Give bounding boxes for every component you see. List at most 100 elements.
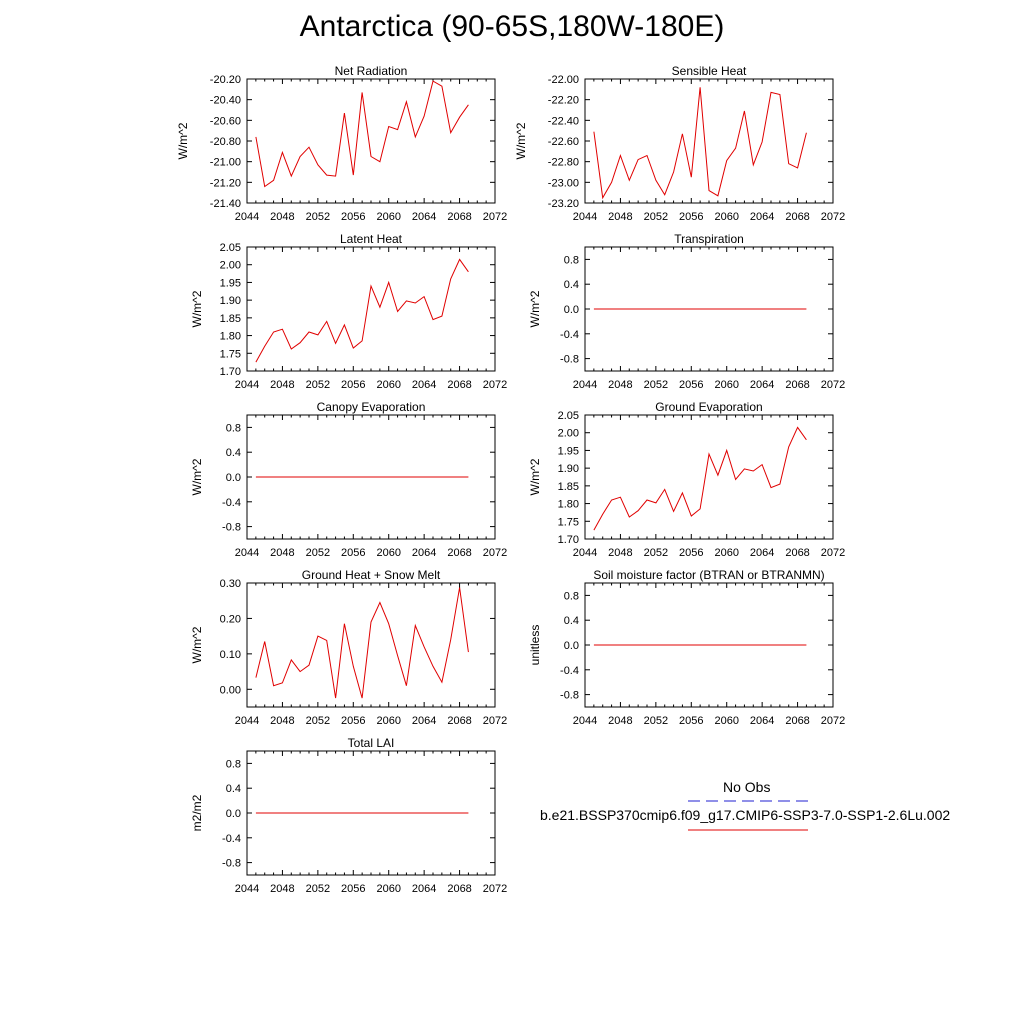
x-tick-label: 2052 — [644, 547, 668, 559]
y-tick-label: 0.4 — [226, 447, 241, 459]
panel-1: 2044 2048 2052 2056 2060 2064 2068 2072 -21.40 -2… — [176, 64, 507, 223]
y-tick-label: -21.40 — [210, 198, 241, 210]
y-axis-label: W/m^2 — [514, 122, 528, 159]
panel-9: 2044 2048 2052 2056 2060 2064 2068 2072 -0.8 -0.4… — [190, 736, 507, 895]
legend-case-label: b.e21.BSSP370cmip6.f09_g17.CMIP6-SSP3-7.… — [540, 807, 951, 823]
x-tick-label: 2060 — [376, 883, 400, 895]
y-tick-label: -22.00 — [548, 74, 579, 86]
x-tick-label: 2052 — [306, 211, 330, 223]
x-tick-label: 2072 — [821, 715, 845, 727]
y-tick-label: 0.0 — [226, 808, 241, 820]
x-tick-label: 2056 — [679, 547, 703, 559]
y-tick-label: 1.75 — [220, 348, 241, 360]
x-tick-label: 2044 — [235, 379, 259, 391]
x-tick-label: 2044 — [235, 715, 259, 727]
y-tick-label: -20.60 — [210, 115, 241, 127]
panel-6: 2044 2048 2052 2056 2060 2064 2068 2072 1.70 1.75… — [528, 400, 845, 559]
y-axis-label: W/m^2 — [528, 290, 542, 327]
panel-2: 2044 2048 2052 2056 2060 2064 2068 2072 -23.20 -2… — [514, 64, 845, 223]
x-tick-label: 2056 — [679, 379, 703, 391]
panel-title: Transpiration — [674, 232, 744, 246]
x-tick-label: 2072 — [483, 379, 507, 391]
y-tick-label: 0.0 — [564, 640, 579, 652]
x-tick-label: 2068 — [447, 883, 471, 895]
y-tick-label: 0.8 — [226, 422, 241, 434]
y-tick-label: 1.70 — [220, 366, 241, 378]
y-tick-label: 1.70 — [558, 534, 579, 546]
plot-frame — [246, 78, 496, 204]
panel-title: Soil moisture factor (BTRAN or BTRANMN) — [593, 568, 824, 582]
series-line — [255, 258, 469, 363]
plot-frame — [246, 582, 496, 708]
x-tick-label: 2072 — [821, 547, 845, 559]
x-tick-label: 2056 — [341, 547, 365, 559]
x-tick-label: 2060 — [714, 547, 738, 559]
y-tick-label: 0.8 — [564, 254, 579, 266]
x-tick-label: 2068 — [447, 547, 471, 559]
x-tick-label: 2052 — [644, 379, 668, 391]
x-tick-label: 2048 — [270, 211, 294, 223]
x-tick-label: 2052 — [306, 715, 330, 727]
x-tick-label: 2048 — [270, 715, 294, 727]
y-tick-label: -0.4 — [222, 833, 241, 845]
y-tick-label: 1.90 — [220, 295, 241, 307]
y-tick-label: 0.30 — [220, 578, 241, 590]
x-tick-label: 2056 — [341, 883, 365, 895]
y-axis-label: W/m^2 — [190, 458, 204, 495]
y-tick-label: 1.85 — [220, 313, 241, 325]
y-axis-label: W/m^2 — [190, 290, 204, 327]
y-tick-label: -0.8 — [560, 354, 579, 366]
x-tick-label: 2056 — [341, 379, 365, 391]
x-tick-label: 2064 — [750, 715, 774, 727]
x-tick-label: 2052 — [644, 211, 668, 223]
y-tick-label: -0.8 — [560, 690, 579, 702]
x-tick-label: 2052 — [644, 715, 668, 727]
panel-title: Net Radiation — [335, 64, 408, 78]
y-axis-label: unitless — [528, 625, 542, 666]
y-axis-label: W/m^2 — [176, 122, 190, 159]
y-tick-label: -23.00 — [548, 177, 579, 189]
plot-frame — [246, 246, 496, 372]
x-tick-label: 2044 — [235, 547, 259, 559]
x-tick-label: 2044 — [573, 211, 597, 223]
plot-frame — [584, 414, 834, 540]
x-tick-label: 2060 — [376, 715, 400, 727]
x-tick-label: 2072 — [821, 379, 845, 391]
x-tick-label: 2068 — [447, 715, 471, 727]
x-tick-label: 2064 — [412, 211, 436, 223]
legend-obs-swatch — [688, 800, 808, 802]
page-title: Antarctica (90-65S,180W-180E) — [299, 10, 725, 43]
x-tick-label: 2048 — [270, 883, 294, 895]
y-tick-label: 1.85 — [558, 481, 579, 493]
y-tick-label: 0.10 — [220, 649, 241, 661]
x-tick-label: 2060 — [376, 547, 400, 559]
x-tick-label: 2048 — [608, 211, 632, 223]
x-tick-label: 2072 — [483, 883, 507, 895]
y-tick-label: 2.00 — [558, 428, 579, 440]
series-line — [255, 80, 469, 188]
x-tick-label: 2072 — [821, 211, 845, 223]
x-tick-label: 2068 — [785, 211, 809, 223]
y-tick-label: 2.05 — [220, 242, 241, 254]
x-tick-label: 2052 — [306, 883, 330, 895]
y-tick-label: 0.20 — [220, 613, 241, 625]
series-line — [255, 587, 469, 699]
panel-title: Canopy Evaporation — [317, 400, 426, 414]
y-tick-label: -21.20 — [210, 177, 241, 189]
x-tick-label: 2060 — [714, 211, 738, 223]
y-axis-label: m2/m2 — [190, 794, 204, 831]
panel-title: Total LAI — [348, 736, 395, 750]
x-tick-label: 2064 — [412, 883, 436, 895]
y-tick-label: -0.8 — [222, 522, 241, 534]
y-tick-label: -0.4 — [560, 665, 579, 677]
panel-title: Ground Evaporation — [655, 400, 762, 414]
y-tick-label: 0.4 — [226, 783, 241, 795]
panel-title: Latent Heat — [340, 232, 403, 246]
y-tick-label: -20.80 — [210, 136, 241, 148]
x-tick-label: 2060 — [714, 379, 738, 391]
x-tick-label: 2056 — [679, 211, 703, 223]
panel-7: 2044 2048 2052 2056 2060 2064 2068 2072 0.00 0.10… — [190, 568, 507, 727]
y-axis-label: W/m^2 — [528, 458, 542, 495]
panel-title: Ground Heat + Snow Melt — [302, 568, 441, 582]
